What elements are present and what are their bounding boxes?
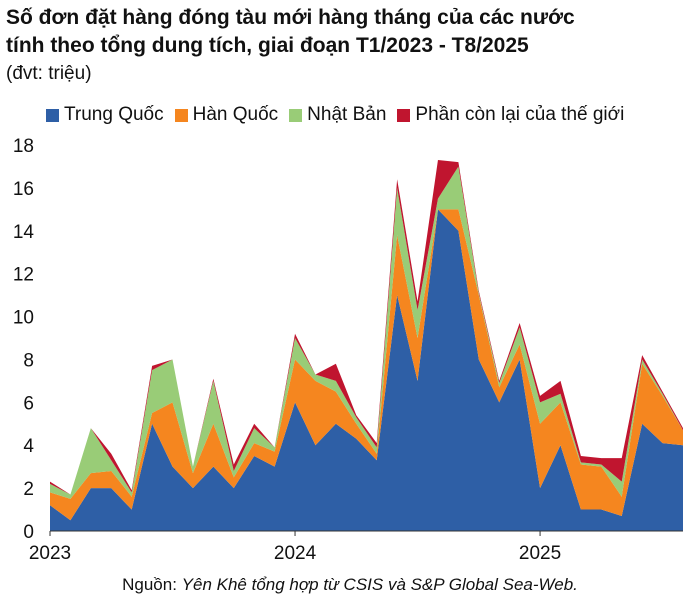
- source-note: Nguồn: Yên Khê tổng hợp từ CSIS và S&P G…: [0, 574, 700, 596]
- chart-title: Số đơn đặt hàng đóng tàu mới hàng tháng …: [6, 4, 696, 60]
- legend-label-han-quoc: Hàn Quốc: [192, 104, 279, 125]
- axes: 0 2 4 6 8 10 12 14 16 18 2023 2024 2025: [13, 136, 683, 564]
- y-tick-label: 6: [23, 393, 34, 414]
- legend-swatch-phan-con-lai: [397, 108, 411, 122]
- source-label: Nguồn:: [122, 575, 177, 594]
- legend-item-han-quoc: Hàn Quốc: [174, 104, 279, 126]
- x-tick-label: 2025: [519, 543, 561, 564]
- unit-label: (đvt: triệu): [6, 63, 92, 84]
- y-tick-label: 4: [23, 436, 34, 457]
- legend-label-nhat-ban: Nhật Bản: [307, 104, 387, 125]
- source-text: Yên Khê tổng hợp từ CSIS và S&P Global S…: [181, 575, 578, 594]
- y-tick-label: 2: [23, 479, 34, 500]
- legend-swatch-nhat-ban: [289, 108, 303, 122]
- y-tick-label: 16: [13, 179, 34, 200]
- legend-label-phan-con-lai: Phần còn lại của thế giới: [415, 104, 625, 125]
- y-tick-label: 8: [23, 350, 34, 371]
- x-tick-label: 2023: [29, 543, 71, 564]
- title-line-2: tính theo tổng dung tích, giai đoạn T1/2…: [6, 34, 529, 57]
- y-tick-label: 18: [13, 136, 34, 157]
- legend-item-phan-con-lai: Phần còn lại của thế giới: [397, 104, 624, 126]
- area-han-quoc: [50, 209, 683, 521]
- area-layers: [50, 160, 683, 531]
- legend-swatch-han-quoc: [174, 108, 188, 122]
- title-line-1: Số đơn đặt hàng đóng tàu mới hàng tháng …: [6, 6, 575, 29]
- area-nhat-ban: [50, 166, 683, 499]
- y-tick-label: 12: [13, 265, 34, 286]
- area-phan-con-lai: [50, 160, 683, 495]
- legend-label-trung-quoc: Trung Quốc: [64, 104, 164, 125]
- area-trung-quoc: [50, 209, 683, 531]
- y-tick-label: 14: [13, 222, 35, 243]
- legend-swatch-trung-quoc: [46, 108, 59, 122]
- y-tick-label: 10: [13, 308, 34, 329]
- legend-item-nhat-ban: Nhật Bản: [289, 104, 386, 126]
- legend: Trung Quốc Hàn Quốc Nhật Bản Phần còn lạ…: [46, 104, 635, 126]
- y-tick-label: 0: [23, 522, 34, 543]
- legend-item-trung-quoc: Trung Quốc: [46, 104, 164, 126]
- x-tick-label: 2024: [274, 543, 317, 564]
